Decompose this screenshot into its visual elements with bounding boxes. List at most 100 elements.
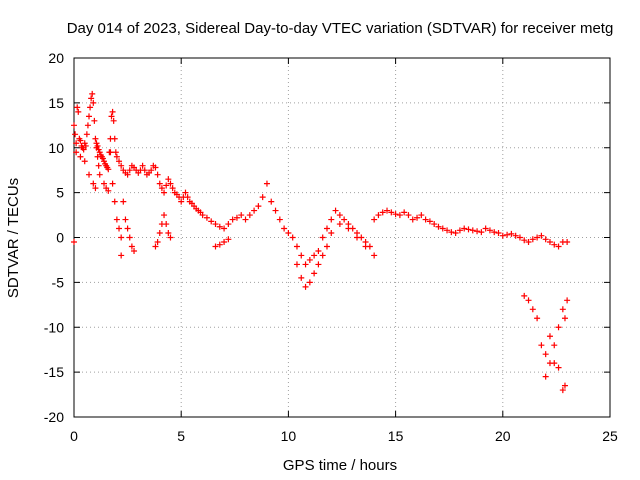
data-point <box>293 261 300 268</box>
data-point <box>158 185 165 192</box>
data-point <box>156 180 163 187</box>
data-point <box>238 212 245 219</box>
data-point <box>486 227 493 234</box>
data-point <box>255 203 262 210</box>
x-tick-label: 20 <box>495 428 511 444</box>
data-point <box>169 185 176 192</box>
data-point <box>546 333 553 340</box>
data-point <box>315 261 322 268</box>
data-point <box>538 342 545 349</box>
data-point <box>542 373 549 380</box>
data-point <box>118 162 125 169</box>
data-point <box>542 236 549 243</box>
data-point <box>268 198 275 205</box>
data-point <box>461 225 468 232</box>
data-point <box>495 230 502 237</box>
data-point <box>242 216 249 223</box>
data-point <box>113 153 120 160</box>
data-point <box>302 261 309 268</box>
data-point <box>375 212 382 219</box>
data-point <box>92 135 99 142</box>
data-point <box>298 252 305 259</box>
data-point <box>116 225 123 232</box>
data-point <box>345 225 352 232</box>
chart-title: Day 014 of 2023, Sidereal Day-to-day VTE… <box>67 20 614 37</box>
data-point <box>182 189 189 196</box>
data-point <box>401 209 408 216</box>
data-point <box>80 146 87 153</box>
data-point <box>521 237 528 244</box>
data-point <box>212 243 219 250</box>
data-point <box>84 122 91 129</box>
data-point <box>167 180 174 187</box>
data-point <box>323 225 330 232</box>
data-point <box>551 241 558 248</box>
data-point <box>319 252 326 259</box>
data-point <box>75 108 82 115</box>
data-point <box>101 180 108 187</box>
data-point <box>564 238 571 245</box>
data-point <box>163 182 170 189</box>
data-point <box>88 95 95 102</box>
data-point <box>131 247 138 254</box>
data-point <box>272 207 279 214</box>
data-point <box>561 315 568 322</box>
data-point <box>529 306 536 313</box>
data-point <box>336 212 343 219</box>
data-point <box>90 99 97 106</box>
data-point <box>90 180 97 187</box>
data-point <box>422 216 429 223</box>
data-point <box>516 234 523 241</box>
data-point <box>154 238 161 245</box>
data-point <box>163 221 170 228</box>
data-point <box>94 153 101 160</box>
data-point <box>392 211 399 218</box>
y-tick-label: 5 <box>56 185 64 201</box>
data-point <box>315 247 322 254</box>
data-point <box>354 234 361 241</box>
data-point <box>444 227 451 234</box>
data-point <box>336 221 343 228</box>
data-point <box>91 117 98 124</box>
data-point <box>371 216 378 223</box>
data-point <box>328 230 335 237</box>
data-point <box>341 216 348 223</box>
data-point <box>478 229 485 236</box>
data-point <box>86 113 93 120</box>
data-point <box>77 137 84 144</box>
data-point <box>120 198 127 205</box>
data-point <box>521 292 528 299</box>
data-point <box>216 223 223 230</box>
data-point <box>71 238 77 245</box>
data-point <box>82 142 89 149</box>
y-axis-label: SDTVAR / TECUs <box>5 178 22 298</box>
data-point <box>71 122 77 129</box>
data-point <box>73 140 80 147</box>
data-point <box>448 229 455 236</box>
y-tick-label: -15 <box>44 364 64 380</box>
data-point <box>396 212 403 219</box>
data-point <box>431 221 438 228</box>
data-point <box>126 167 133 174</box>
data-point <box>298 274 305 281</box>
data-point <box>124 225 131 232</box>
data-point <box>86 171 93 178</box>
data-point <box>208 218 215 225</box>
data-point <box>319 234 326 241</box>
y-tick-label: -10 <box>44 319 64 335</box>
data-point <box>81 140 88 147</box>
data-point <box>81 158 88 165</box>
data-point <box>118 234 125 241</box>
data-point <box>452 230 459 237</box>
data-point <box>371 252 378 259</box>
data-point <box>293 243 300 250</box>
data-point <box>534 234 541 241</box>
data-point <box>108 113 115 120</box>
data-point <box>113 216 120 223</box>
data-point <box>555 364 562 371</box>
data-point <box>311 252 318 259</box>
y-tick-label: 10 <box>48 140 64 156</box>
data-point <box>161 189 168 196</box>
data-point <box>388 209 395 216</box>
data-point <box>276 216 283 223</box>
